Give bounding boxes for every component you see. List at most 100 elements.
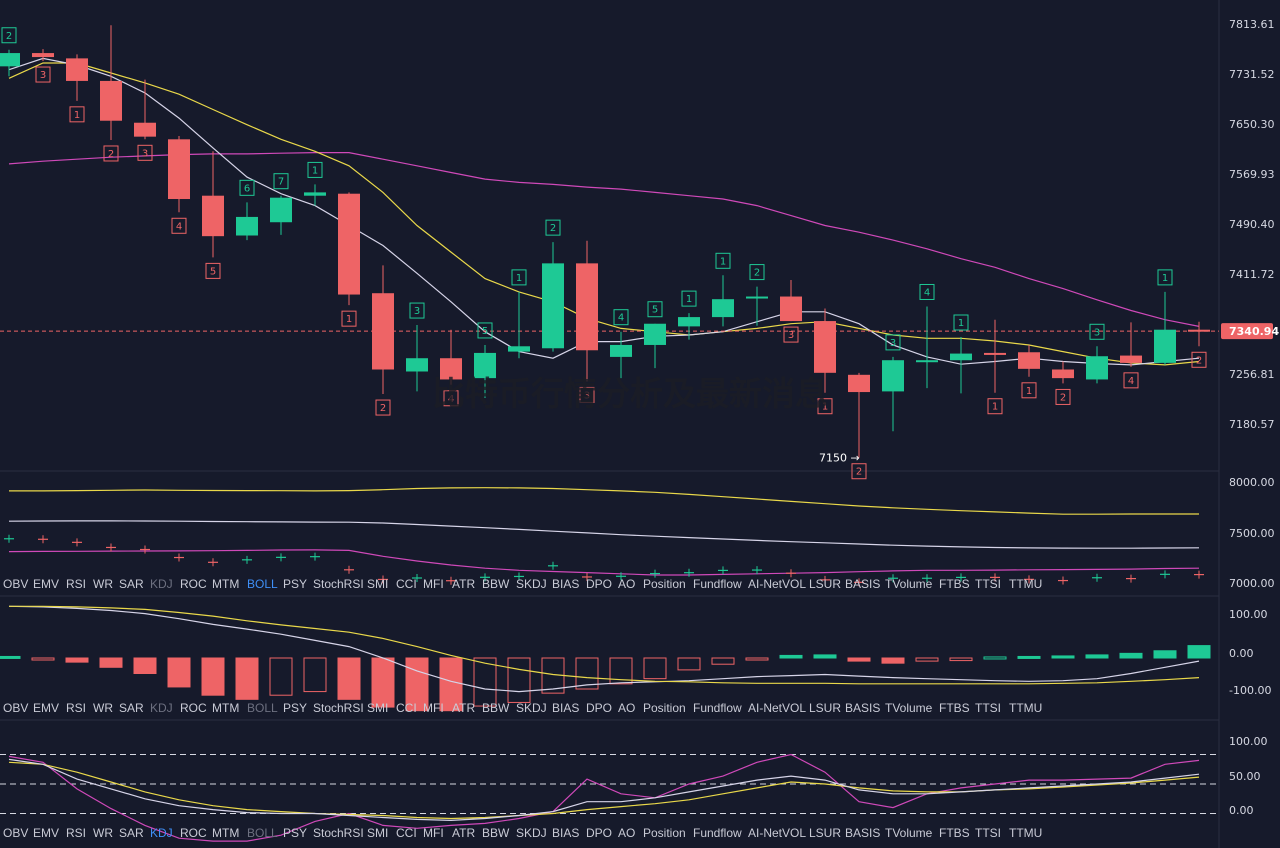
indicator-tab-emv[interactable]: EMV [33,701,59,715]
indicator-tab-kdj[interactable]: KDJ [150,826,173,840]
indicator-tabs[interactable]: OBV EMV RSI WR SAR KDJ ROC MTM BOLL PSY StochRSI SM… [3,577,1042,840]
indicator-tab-cci[interactable]: CCI [396,826,417,840]
indicator-tab-smi[interactable]: SMI [367,577,388,591]
candle-count-box [647,301,663,318]
indicator-tab-bbw[interactable]: BBW [482,577,510,591]
indicator-tab-position[interactable]: Position [643,701,686,715]
indicator-tab-lsur[interactable]: LSUR [809,577,841,591]
indicator-tab-ftbs[interactable]: FTBS [939,826,970,840]
indicator-tab-obv[interactable]: OBV [3,701,28,715]
indicator-tab-ao[interactable]: AO [618,701,635,715]
indicator-tab-smi[interactable]: SMI [367,826,388,840]
indicator-tab-skdj[interactable]: SKDJ [516,826,547,840]
histogram-bar [881,657,905,664]
indicator-tab-skdj[interactable]: SKDJ [516,577,547,591]
indicator-tab-atr[interactable]: ATR [452,826,475,840]
indicator-tab-basis[interactable]: BASIS [845,701,880,715]
oscillator-pane [0,753,1219,842]
candle-count-box [1055,388,1071,405]
indicator-tab-lsur[interactable]: LSUR [809,826,841,840]
indicator-tab-tvolume[interactable]: TVolume [885,826,933,840]
indicator-tab-mtm[interactable]: MTM [212,577,239,591]
histogram-bar [949,657,973,662]
indicator-tab-boll[interactable]: BOLL [247,826,278,840]
indicator-tab-bbw[interactable]: BBW [482,826,510,840]
indicator-tab-psy[interactable]: PSY [283,826,307,840]
indicator-tab-roc[interactable]: ROC [180,826,207,840]
indicator-tab-ttmu[interactable]: TTMU [1009,826,1042,840]
indicator-tab-mfi[interactable]: MFI [423,701,444,715]
indicator-tab-sar[interactable]: SAR [119,701,144,715]
indicator-tab-stochrsi[interactable]: StochRSI [313,701,364,715]
indicator-tab-ttsi[interactable]: TTSI [975,701,1001,715]
indicator-tab-obv[interactable]: OBV [3,826,28,840]
indicator-tab-kdj[interactable]: KDJ [150,577,173,591]
indicator-tab-bbw[interactable]: BBW [482,701,510,715]
indicator-tab-rsi[interactable]: RSI [66,701,86,715]
indicator-tab-psy[interactable]: PSY [283,701,307,715]
indicator-tab-mfi[interactable]: MFI [423,826,444,840]
indicator-tab-boll[interactable]: BOLL [247,701,278,715]
indicator-tab-bias[interactable]: BIAS [552,701,579,715]
indicator-tab-atr[interactable]: ATR [452,577,475,591]
indicator-tab-ftbs[interactable]: FTBS [939,701,970,715]
indicator-tab-ai-netvol[interactable]: AI-NetVOL [748,701,806,715]
indicator-tab-bias[interactable]: BIAS [552,826,579,840]
indicator-tab-lsur[interactable]: LSUR [809,701,841,715]
indicator-tab-mtm[interactable]: MTM [212,701,239,715]
indicator-tab-basis[interactable]: BASIS [845,577,880,591]
indicator-tab-ttsi[interactable]: TTSI [975,577,1001,591]
indicator-tab-ttmu[interactable]: TTMU [1009,577,1042,591]
indicator-tab-bias[interactable]: BIAS [552,577,579,591]
indicator-tab-tvolume[interactable]: TVolume [885,577,933,591]
indicator-tab-wr[interactable]: WR [93,577,113,591]
indicator-tab-ftbs[interactable]: FTBS [939,577,970,591]
indicator-tab-dpo[interactable]: DPO [586,826,612,840]
indicator-tab-skdj[interactable]: SKDJ [516,701,547,715]
indicator-tab-ai-netvol[interactable]: AI-NetVOL [748,826,806,840]
indicator-tab-dpo[interactable]: DPO [586,701,612,715]
indicator-tab-ai-netvol[interactable]: AI-NetVOL [748,577,806,591]
indicator-tab-fundflow[interactable]: Fundflow [693,826,742,840]
candle-count-box [239,179,255,196]
indicator-tab-mtm[interactable]: MTM [212,826,239,840]
indicator-tab-boll[interactable]: BOLL [247,577,278,591]
candle-count-label: 1 [720,256,726,267]
indicator-tab-wr[interactable]: WR [93,701,113,715]
indicator-tab-fundflow[interactable]: Fundflow [693,701,742,715]
indicator-tab-ttmu[interactable]: TTMU [1009,701,1042,715]
indicator-tab-obv[interactable]: OBV [3,577,28,591]
indicator-tab-mfi[interactable]: MFI [423,577,444,591]
indicator-tab-wr[interactable]: WR [93,826,113,840]
hist-slow-line [9,605,1200,685]
indicator-tab-atr[interactable]: ATR [452,701,475,715]
indicator-tab-ttsi[interactable]: TTSI [975,826,1001,840]
indicator-tab-stochrsi[interactable]: StochRSI [313,577,364,591]
indicator-tab-sar[interactable]: SAR [119,826,144,840]
indicator-tab-dpo[interactable]: DPO [586,577,612,591]
indicator-tab-ao[interactable]: AO [618,577,635,591]
indicator-tab-emv[interactable]: EMV [33,826,59,840]
candle-count-box [1191,351,1207,368]
indicator-tab-rsi[interactable]: RSI [66,826,86,840]
indicator-tab-sar[interactable]: SAR [119,577,144,591]
indicator-tab-position[interactable]: Position [643,577,686,591]
y-tick-label: 0.00 [1229,804,1254,817]
indicator-tab-cci[interactable]: CCI [396,577,417,591]
indicator-tab-fundflow[interactable]: Fundflow [693,577,742,591]
indicator-tab-emv[interactable]: EMV [33,577,59,591]
indicator-tab-ao[interactable]: AO [618,826,635,840]
indicator-tab-roc[interactable]: ROC [180,701,207,715]
indicator-tab-stochrsi[interactable]: StochRSI [313,826,364,840]
indicator-tab-rsi[interactable]: RSI [66,577,86,591]
indicator-tab-position[interactable]: Position [643,826,686,840]
indicator-tab-tvolume[interactable]: TVolume [885,701,933,715]
candle-body [950,353,972,361]
indicator-tab-kdj[interactable]: KDJ [150,701,173,715]
indicator-tab-roc[interactable]: ROC [180,577,207,591]
indicator-tab-psy[interactable]: PSY [283,577,307,591]
indicator-tab-smi[interactable]: SMI [367,701,388,715]
indicator-tab-cci[interactable]: CCI [396,701,417,715]
indicator-tab-basis[interactable]: BASIS [845,826,880,840]
